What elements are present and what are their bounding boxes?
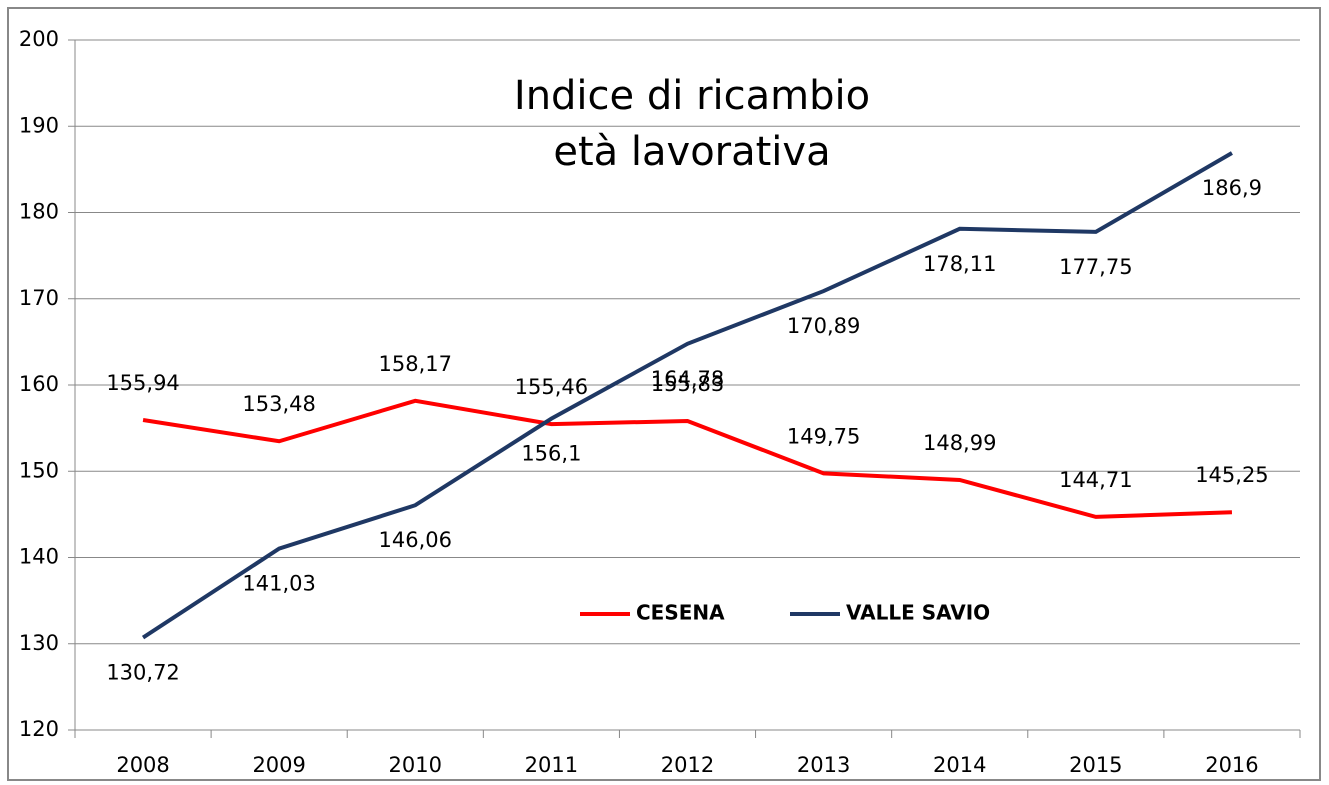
frame bbox=[7, 7, 1321, 781]
y-tick-label: 140 bbox=[19, 545, 59, 569]
data-label: 148,99 bbox=[923, 431, 996, 455]
y-tick-label: 160 bbox=[19, 372, 59, 396]
x-tick-label: 2011 bbox=[525, 753, 578, 777]
legend-label: VALLE SAVIO bbox=[846, 601, 990, 625]
data-label: 177,75 bbox=[1059, 255, 1132, 279]
data-label: 146,06 bbox=[379, 528, 452, 552]
data-label: 170,89 bbox=[787, 314, 860, 338]
data-label: 155,46 bbox=[515, 375, 588, 399]
data-label: 155,94 bbox=[106, 371, 179, 395]
x-tick-label: 2008 bbox=[116, 753, 169, 777]
data-label: 141,03 bbox=[242, 572, 315, 596]
y-tick-label: 120 bbox=[19, 717, 59, 741]
y-tick-label: 150 bbox=[19, 458, 59, 482]
data-label: 144,71 bbox=[1059, 468, 1132, 492]
y-tick-label: 130 bbox=[19, 631, 59, 655]
x-tick-label: 2013 bbox=[797, 753, 850, 777]
chart-title: Indice di ricambio bbox=[514, 73, 870, 119]
x-tick-label: 2010 bbox=[389, 753, 442, 777]
data-label: 145,25 bbox=[1195, 463, 1268, 487]
data-label: 149,75 bbox=[787, 424, 860, 448]
y-tick-label: 180 bbox=[19, 200, 59, 224]
x-tick-label: 2012 bbox=[661, 753, 714, 777]
y-tick-label: 200 bbox=[19, 27, 59, 51]
legend-label: CESENA bbox=[636, 601, 725, 625]
y-tick-label: 190 bbox=[19, 113, 59, 137]
y-tick-label: 170 bbox=[19, 286, 59, 310]
x-tick-label: 2015 bbox=[1069, 753, 1122, 777]
line bbox=[141, 151, 1233, 640]
data-label: 130,72 bbox=[106, 661, 179, 685]
data-label: 156,1 bbox=[521, 442, 581, 466]
data-label: 186,9 bbox=[1202, 176, 1262, 200]
line bbox=[142, 398, 1233, 519]
data-label: 178,11 bbox=[923, 252, 996, 276]
data-label: 153,48 bbox=[242, 392, 315, 416]
x-tick-label: 2014 bbox=[933, 753, 986, 777]
x-tick-label: 2009 bbox=[252, 753, 305, 777]
data-label: 155,83 bbox=[651, 372, 724, 396]
data-label: 158,17 bbox=[379, 352, 452, 376]
x-tick-label: 2016 bbox=[1205, 753, 1258, 777]
data-label: 164,78 bbox=[651, 367, 724, 391]
chart-title: età lavorativa bbox=[553, 129, 830, 175]
